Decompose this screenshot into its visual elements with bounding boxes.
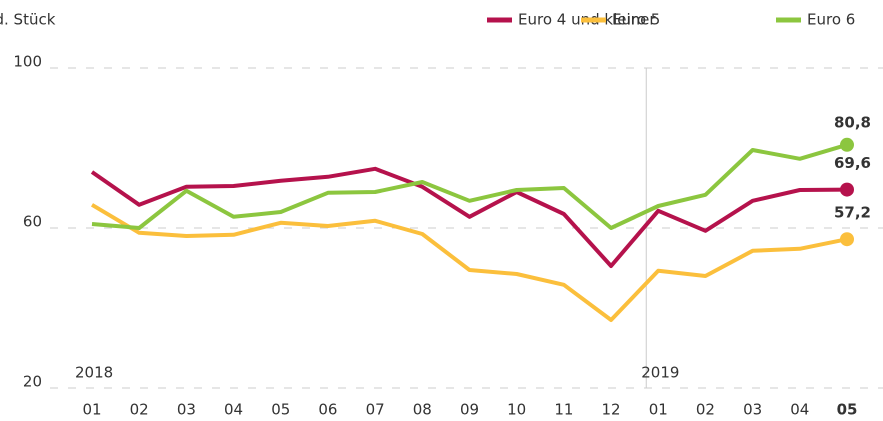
x-tick-label: 01 — [649, 401, 668, 419]
value-label: 57,2 — [834, 204, 871, 222]
x-tick-label: 02 — [130, 401, 149, 419]
x-tick-label: 10 — [507, 401, 526, 419]
legend-label: Euro 5 — [612, 11, 660, 29]
series-line — [90, 203, 848, 322]
x-tick-label: 02 — [696, 401, 715, 419]
x-tick-label: 01 — [82, 401, 101, 419]
x-tick-label: 11 — [554, 401, 573, 419]
y-tick-label: 20 — [23, 373, 42, 391]
x-tick-label: 05 — [837, 401, 858, 419]
y-tick-label: 100 — [13, 53, 42, 71]
legend-label: Euro 6 — [807, 11, 855, 29]
x-tick-label: 07 — [366, 401, 385, 419]
x-tick-label: 09 — [460, 401, 479, 419]
x-tick-label: 03 — [177, 401, 196, 419]
x-tick-label: 05 — [271, 401, 290, 419]
x-tick-label: 04 — [790, 401, 809, 419]
series-line — [90, 166, 848, 268]
x-tick-label: 08 — [413, 401, 432, 419]
x-tick-label: 04 — [224, 401, 243, 419]
y-axis-label: Tsd. Stück — [0, 11, 56, 29]
end-point — [840, 182, 854, 197]
year-label: 2018 — [75, 364, 113, 382]
value-label: 80,8 — [834, 113, 871, 131]
x-tick-label: 06 — [318, 401, 337, 419]
y-tick-label: 60 — [23, 213, 42, 231]
x-tick-label: 03 — [743, 401, 762, 419]
year-label: 2019 — [641, 364, 679, 382]
x-tick-label: 12 — [602, 401, 621, 419]
end-point — [840, 232, 854, 247]
value-label: 69,6 — [834, 154, 871, 172]
series-line — [91, 142, 848, 230]
end-point — [840, 137, 854, 152]
